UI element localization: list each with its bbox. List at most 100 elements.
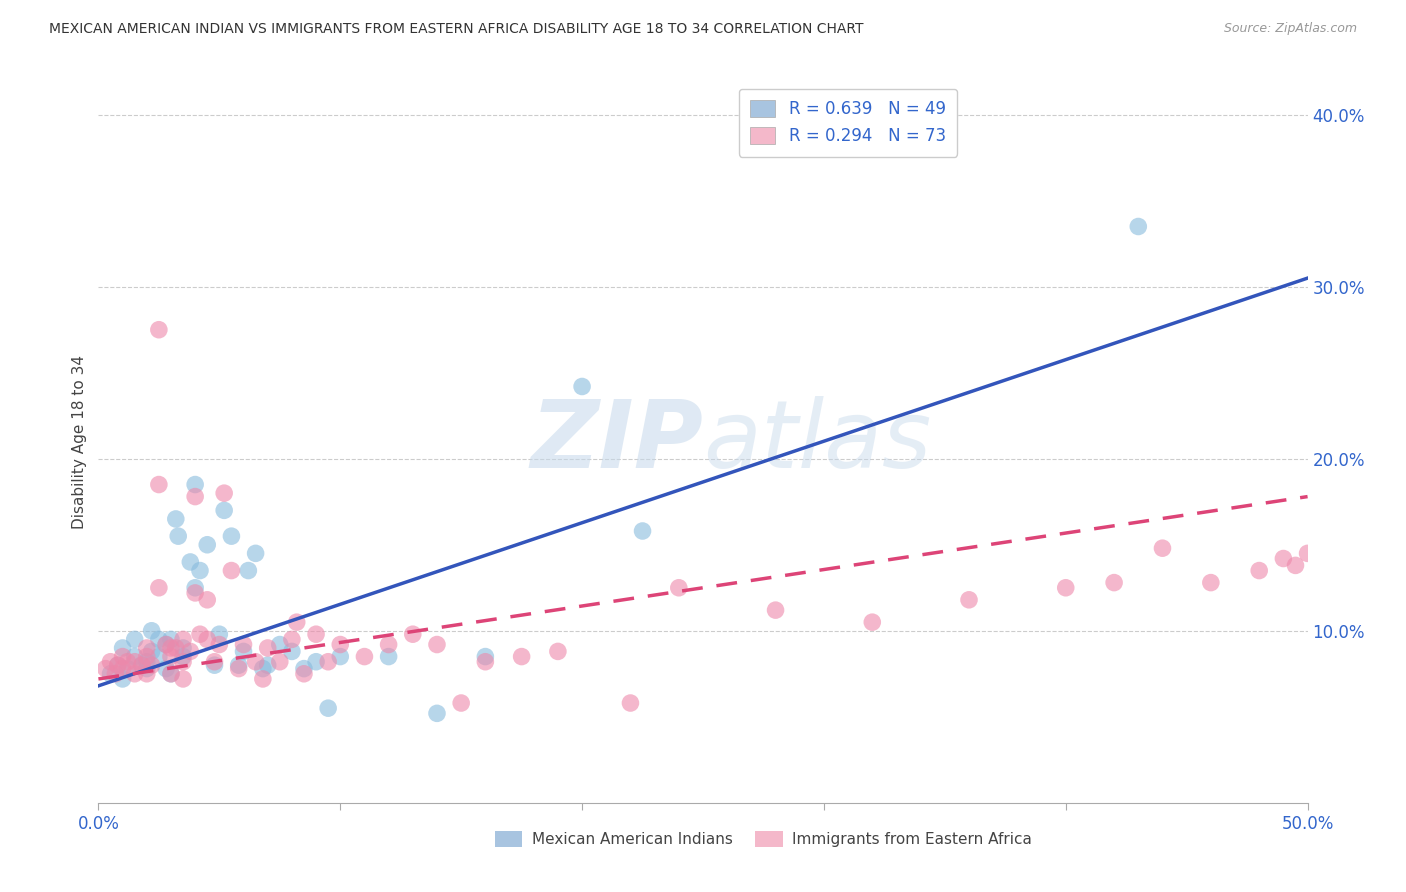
- Point: [571, 379, 593, 393]
- Point: [450, 696, 472, 710]
- Point: [1102, 575, 1125, 590]
- Point: [131, 658, 153, 673]
- Point: [111, 640, 134, 655]
- Point: [668, 581, 690, 595]
- Point: [124, 649, 146, 664]
- Point: [377, 649, 399, 664]
- Point: [1272, 551, 1295, 566]
- Point: [204, 655, 226, 669]
- Point: [160, 666, 183, 681]
- Text: Source: ZipAtlas.com: Source: ZipAtlas.com: [1223, 22, 1357, 36]
- Point: [104, 666, 127, 681]
- Point: [160, 666, 183, 681]
- Point: [135, 662, 157, 676]
- Point: [100, 666, 122, 681]
- Point: [316, 701, 339, 715]
- Point: [135, 655, 157, 669]
- Point: [426, 638, 449, 652]
- Point: [305, 627, 328, 641]
- Point: [195, 632, 218, 647]
- Point: [631, 524, 654, 538]
- Point: [510, 649, 533, 664]
- Point: [141, 624, 163, 638]
- Point: [141, 658, 163, 673]
- Point: [305, 655, 328, 669]
- Point: [547, 644, 569, 658]
- Point: [232, 638, 254, 652]
- Point: [1054, 581, 1077, 595]
- Point: [1333, 558, 1355, 573]
- Point: [184, 581, 207, 595]
- Point: [1344, 507, 1367, 521]
- Point: [124, 632, 146, 647]
- Point: [107, 658, 129, 673]
- Point: [1309, 551, 1331, 566]
- Point: [165, 640, 187, 655]
- Point: [1199, 575, 1222, 590]
- Point: [228, 658, 250, 673]
- Point: [131, 658, 153, 673]
- Point: [957, 592, 980, 607]
- Point: [135, 666, 157, 681]
- Point: [1152, 541, 1174, 556]
- Point: [292, 662, 315, 676]
- Point: [765, 603, 787, 617]
- Point: [188, 627, 211, 641]
- Point: [148, 477, 170, 491]
- Point: [860, 615, 883, 630]
- Point: [117, 662, 139, 676]
- Point: [1284, 558, 1306, 573]
- Point: [184, 477, 207, 491]
- Point: [474, 655, 496, 669]
- Point: [148, 581, 170, 595]
- Point: [252, 662, 274, 676]
- Point: [172, 649, 194, 664]
- Point: [316, 655, 339, 669]
- Point: [208, 627, 231, 641]
- Point: [221, 529, 243, 543]
- Point: [94, 662, 117, 676]
- Point: [212, 486, 235, 500]
- Point: [269, 638, 291, 652]
- Point: [160, 640, 183, 655]
- Point: [165, 512, 187, 526]
- Point: [1249, 564, 1271, 578]
- Point: [148, 323, 170, 337]
- Point: [474, 649, 496, 664]
- Point: [141, 644, 163, 658]
- Point: [256, 640, 278, 655]
- Point: [135, 649, 157, 664]
- Point: [228, 662, 250, 676]
- Point: [204, 658, 226, 673]
- Point: [117, 655, 139, 669]
- Point: [285, 615, 308, 630]
- Point: [377, 638, 399, 652]
- Point: [160, 632, 183, 647]
- Point: [269, 655, 291, 669]
- Point: [619, 696, 641, 710]
- Point: [179, 555, 201, 569]
- Point: [212, 503, 235, 517]
- Point: [221, 564, 243, 578]
- Point: [256, 658, 278, 673]
- Point: [1320, 541, 1343, 556]
- Text: MEXICAN AMERICAN INDIAN VS IMMIGRANTS FROM EASTERN AFRICA DISABILITY AGE 18 TO 3: MEXICAN AMERICAN INDIAN VS IMMIGRANTS FR…: [49, 22, 863, 37]
- Point: [402, 627, 425, 641]
- Point: [124, 655, 146, 669]
- Point: [100, 655, 122, 669]
- Point: [245, 655, 267, 669]
- Point: [172, 672, 194, 686]
- Point: [107, 658, 129, 673]
- Point: [155, 638, 177, 652]
- Point: [188, 564, 211, 578]
- Point: [238, 564, 260, 578]
- Point: [111, 662, 134, 676]
- Point: [155, 662, 177, 676]
- Point: [172, 640, 194, 655]
- Point: [172, 632, 194, 647]
- Point: [281, 644, 304, 658]
- Point: [252, 672, 274, 686]
- Point: [179, 644, 201, 658]
- Point: [208, 638, 231, 652]
- Point: [353, 649, 375, 664]
